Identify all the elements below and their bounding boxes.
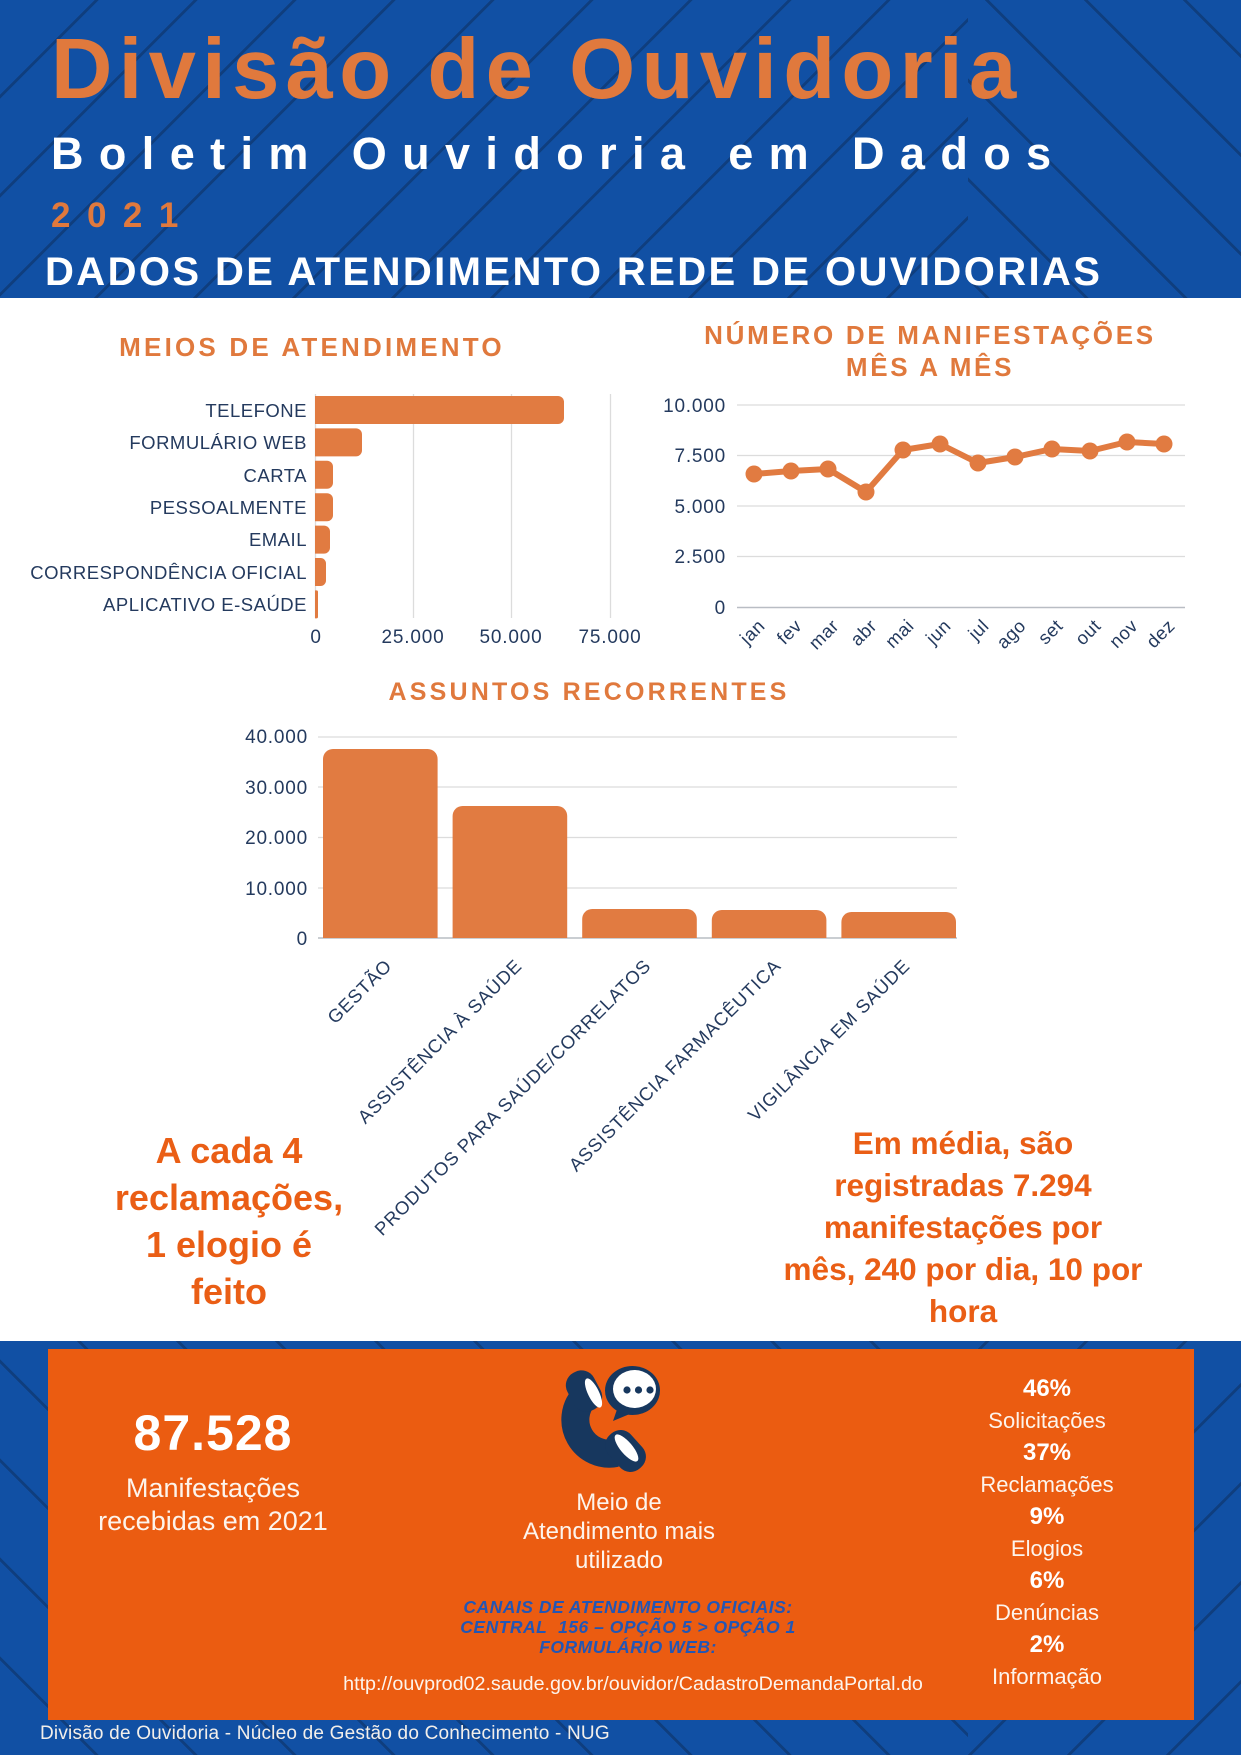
svg-text:7.500: 7.500 [674,446,726,467]
svg-text:mai: mai [881,615,918,652]
svg-text:ASSUNTOS RECORRENTES: ASSUNTOS RECORRENTES [388,678,789,706]
svg-text:jul: jul [963,615,993,645]
svg-text:20.000: 20.000 [245,828,308,849]
svg-text:PRODUTOS PARA SAÚDE/CORRELATOS: PRODUTOS PARA SAÚDE/CORRELATOS [370,955,655,1240]
svg-text:30.000: 30.000 [245,778,308,799]
svg-text:FORMULÁRIO WEB: FORMULÁRIO WEB [129,432,307,453]
svg-text:set: set [1033,615,1066,648]
svg-text:75.000: 75.000 [579,627,642,648]
svg-text:0: 0 [310,627,321,648]
svg-text:NÚMERO DE MANIFESTAÇÕES: NÚMERO DE MANIFESTAÇÕES [704,320,1156,350]
svg-text:jan: jan [735,615,769,649]
svg-text:10.000: 10.000 [663,396,726,417]
svg-text:0: 0 [297,929,308,950]
svg-text:APLICATIVO E-SAÚDE: APLICATIVO E-SAÚDE [103,594,307,615]
svg-text:5.000: 5.000 [674,497,726,518]
svg-text:jun: jun [921,615,955,649]
svg-text:ASSISTÊNCIA FARMACÊUTICA: ASSISTÊNCIA FARMACÊUTICA [564,955,784,1175]
svg-text:PESSOALMENTE: PESSOALMENTE [150,497,307,518]
svg-text:GESTÃO: GESTÃO [323,955,396,1028]
svg-text:50.000: 50.000 [480,627,543,648]
svg-text:abr: abr [846,615,881,650]
svg-text:out: out [1071,615,1105,649]
svg-text:nov: nov [1105,615,1142,652]
svg-text:40.000: 40.000 [245,727,308,748]
svg-text:mar: mar [804,615,842,653]
svg-text:fev: fev [772,615,806,649]
svg-text:MEIOS DE ATENDIMENTO: MEIOS DE ATENDIMENTO [119,332,505,362]
svg-text:CARTA: CARTA [244,465,308,486]
svg-text:25.000: 25.000 [382,627,445,648]
svg-text:TELEFONE: TELEFONE [205,400,307,421]
svg-text:CORRESPONDÊNCIA OFICIAL: CORRESPONDÊNCIA OFICIAL [30,562,307,583]
svg-text:0: 0 [715,598,726,619]
svg-text:EMAIL: EMAIL [249,529,307,550]
svg-text:MÊS A MÊS: MÊS A MÊS [846,352,1014,382]
svg-text:dez: dez [1142,615,1179,652]
svg-text:10.000: 10.000 [245,879,308,900]
svg-text:2.500: 2.500 [674,547,726,568]
svg-text:ago: ago [992,615,1030,653]
